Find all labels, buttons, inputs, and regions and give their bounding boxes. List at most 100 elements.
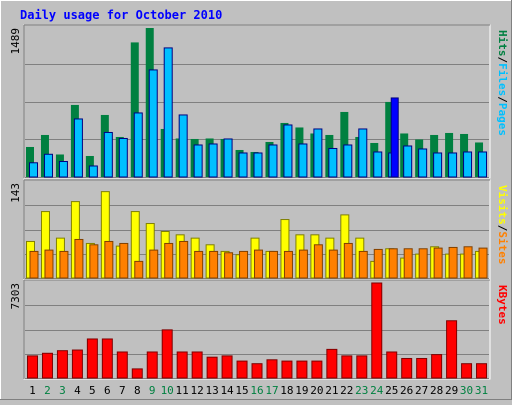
- bar-files-day-26: [403, 145, 413, 178]
- bar-sites-day-27: [418, 248, 428, 279]
- bar-kbytes-day-10: [161, 329, 173, 379]
- x-tick-label-day-16: 16: [250, 384, 263, 397]
- bar-kbytes-day-30: [461, 363, 473, 379]
- bar-sites-day-12: [194, 250, 204, 279]
- bar-files-day-12: [193, 144, 203, 178]
- bar-files-day-9: [148, 69, 158, 178]
- x-tick-label-day-13: 13: [205, 384, 218, 397]
- bar-kbytes-day-1: [27, 355, 38, 379]
- bar-sites-day-29: [448, 246, 458, 279]
- bar-hits-day-25: [385, 101, 394, 177]
- x-tick-label-day-23: 23: [355, 384, 368, 397]
- bar-sites-day-20: [313, 244, 323, 279]
- bar-kbytes-day-8: [131, 368, 143, 379]
- y-max-label: 7303: [9, 283, 22, 310]
- bar-kbytes-day-3: [56, 350, 68, 379]
- bar-kbytes-day-15: [236, 360, 248, 379]
- legend-part-sites: Sites: [496, 231, 509, 264]
- x-tick-label-day-11: 11: [176, 384, 189, 397]
- panel-1: 1489 Hits/Files/Pages: [9, 24, 509, 179]
- bar-files-day-3: [58, 160, 68, 178]
- x-tick-label-day-28: 28: [430, 384, 443, 397]
- bar-files-day-28: [433, 152, 443, 178]
- y-max-label: 143: [9, 183, 22, 203]
- bar-files-day-13: [208, 143, 218, 178]
- x-tick-label-day-10: 10: [161, 384, 174, 397]
- legend-part-kbytes: KBytes: [496, 285, 509, 325]
- legend-part-pages: Pages: [496, 103, 509, 136]
- bar-sites-day-5: [89, 244, 99, 279]
- x-tick-label-day-29: 29: [445, 384, 458, 397]
- bar-files-day-5: [88, 165, 98, 178]
- bar-files-day-27: [418, 148, 428, 178]
- bar-sites-day-3: [59, 250, 69, 279]
- bar-kbytes-day-19: [296, 360, 308, 379]
- x-tick-label-day-9: 9: [149, 384, 156, 397]
- x-tick-label-day-6: 6: [104, 384, 111, 397]
- x-tick-label-day-14: 14: [220, 384, 234, 397]
- bar-kbytes-day-5: [86, 338, 98, 379]
- bar-kbytes-day-11: [176, 351, 188, 379]
- bar-sites-day-19: [298, 249, 308, 279]
- bar-kbytes-day-22: [341, 355, 353, 379]
- bar-sites-day-21: [328, 249, 338, 279]
- x-tick-label-day-24: 24: [370, 384, 384, 397]
- legend-part-visits: Visits: [496, 185, 509, 225]
- bar-sites-day-13: [209, 250, 219, 279]
- bar-files-day-14: [223, 138, 233, 178]
- bar-files-day-20: [313, 128, 323, 178]
- x-tick-label-day-15: 15: [235, 384, 248, 397]
- legend-part-hits: Hits: [496, 30, 509, 57]
- bar-files-day-10: [163, 47, 173, 178]
- bar-files-day-4: [73, 118, 83, 178]
- bar-sites-day-18: [283, 250, 293, 279]
- bar-sites-day-24: [373, 248, 383, 279]
- legend-part-slash: /: [496, 225, 509, 232]
- bar-sites-day-15: [239, 250, 249, 279]
- bar-sites-day-22: [343, 242, 353, 279]
- bar-files-day-29: [448, 152, 458, 178]
- bar-sites-day-4: [74, 238, 84, 279]
- panel-3: 7303 KBytes: [9, 279, 509, 380]
- x-tick-label-day-25: 25: [385, 384, 398, 397]
- x-tick-label-day-19: 19: [295, 384, 308, 397]
- bar-kbytes-day-24: [371, 282, 383, 379]
- bar-sites-day-26: [403, 248, 413, 279]
- bar-kbytes-day-4: [71, 349, 83, 379]
- x-tick-label-day-8: 8: [134, 384, 141, 397]
- bar-sites-day-23: [358, 250, 368, 279]
- bar-files-day-2: [43, 153, 53, 178]
- bar-files-day-23: [358, 128, 368, 178]
- right-legend-label: KBytes: [496, 285, 509, 325]
- bar-kbytes-day-13: [206, 356, 218, 379]
- bar-sites-day-14: [224, 252, 234, 279]
- bar-files-day-16: [253, 152, 263, 178]
- bar-files-day-1: [29, 162, 38, 178]
- bar-kbytes-day-26: [401, 357, 413, 379]
- bar-sites-day-17: [268, 250, 278, 279]
- bar-sites-day-7: [119, 242, 129, 279]
- x-tick-label-day-2: 2: [44, 384, 51, 397]
- bar-kbytes-day-12: [191, 351, 203, 379]
- bar-files-day-19: [298, 143, 308, 178]
- bar-files-day-17: [268, 144, 278, 178]
- bar-sites-day-25: [388, 248, 398, 279]
- bar-kbytes-day-25: [386, 351, 398, 379]
- y-max-label: 1489: [9, 28, 22, 55]
- bar-kbytes-day-14: [221, 355, 233, 379]
- legend-part-files: Files: [496, 63, 509, 96]
- bar-files-day-31: [478, 151, 488, 178]
- bar-hits-day-1: [26, 146, 34, 177]
- x-tick-label-day-31: 31: [475, 384, 488, 397]
- bar-kbytes-day-31: [476, 363, 488, 379]
- x-tick-label-day-30: 30: [460, 384, 473, 397]
- bar-kbytes-day-6: [101, 338, 113, 379]
- bar-kbytes-day-28: [431, 354, 443, 379]
- bar-kbytes-day-17: [266, 359, 278, 379]
- bar-sites-day-2: [44, 249, 54, 279]
- bar-kbytes-day-2: [41, 352, 53, 379]
- x-tick-label-day-27: 27: [415, 384, 428, 397]
- bar-pages-day-25: [390, 97, 399, 178]
